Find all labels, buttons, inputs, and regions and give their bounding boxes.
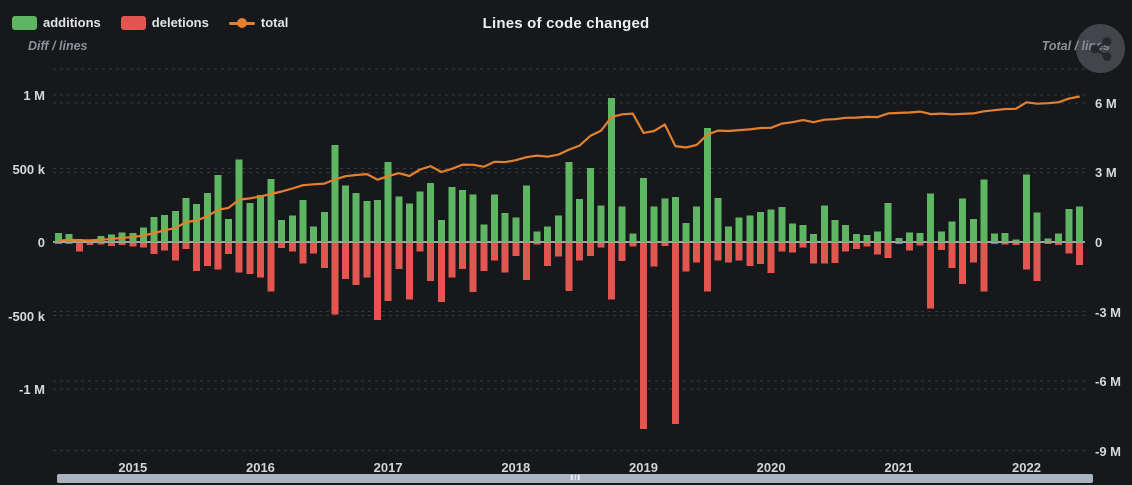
x-axis-year-label: 2015 bbox=[118, 460, 148, 475]
legend-label: total bbox=[260, 15, 289, 30]
left-axis-tick: 0 bbox=[37, 235, 45, 250]
right-axis-tick: 3 M bbox=[1095, 165, 1117, 181]
total-line-icon bbox=[228, 16, 255, 30]
datazoom-scrollbar[interactable] bbox=[57, 474, 1093, 483]
x-axis-year-label: 2020 bbox=[756, 460, 786, 475]
x-axis-year-label: 2017 bbox=[373, 460, 403, 475]
left-axis-tick: 1 M bbox=[23, 88, 45, 103]
legend-item-total[interactable]: total bbox=[228, 15, 289, 30]
right-axis-tick: -6 M bbox=[1095, 374, 1121, 390]
legend-label: additions bbox=[43, 15, 101, 30]
scrollbar-grip-icon[interactable] bbox=[570, 475, 580, 480]
x-axis-year-label: 2016 bbox=[245, 460, 275, 475]
left-axis-tick: 500 k bbox=[12, 161, 45, 177]
x-axis-year-label: 2021 bbox=[884, 460, 914, 475]
right-axis-tick: 0 bbox=[1095, 235, 1103, 250]
additions-swatch-icon bbox=[12, 15, 37, 30]
left-axis-tick: -500 k bbox=[8, 308, 45, 324]
right-axis-tick: -9 M bbox=[1095, 443, 1121, 459]
x-axis-year-label: 2019 bbox=[629, 460, 658, 475]
left-axis-tick: -1 M bbox=[19, 382, 45, 397]
deletions-swatch-icon bbox=[120, 15, 146, 30]
legend-label: deletions bbox=[151, 15, 209, 30]
left-axis-name: Diff / lines bbox=[28, 39, 88, 53]
x-axis-year-label: 2018 bbox=[501, 460, 531, 475]
legend-item-deletions[interactable]: deletions bbox=[120, 15, 209, 30]
x-axis-year-label: 2022 bbox=[1012, 460, 1041, 475]
share-icon bbox=[1076, 24, 1125, 73]
chart-legend: additions deletions total bbox=[12, 15, 288, 30]
chart-title: Lines of code changed bbox=[482, 15, 650, 32]
right-axis-tick: -3 M bbox=[1095, 304, 1121, 320]
legend-item-additions[interactable]: additions bbox=[12, 15, 101, 30]
right-axis-tick: 6 M bbox=[1095, 95, 1117, 111]
